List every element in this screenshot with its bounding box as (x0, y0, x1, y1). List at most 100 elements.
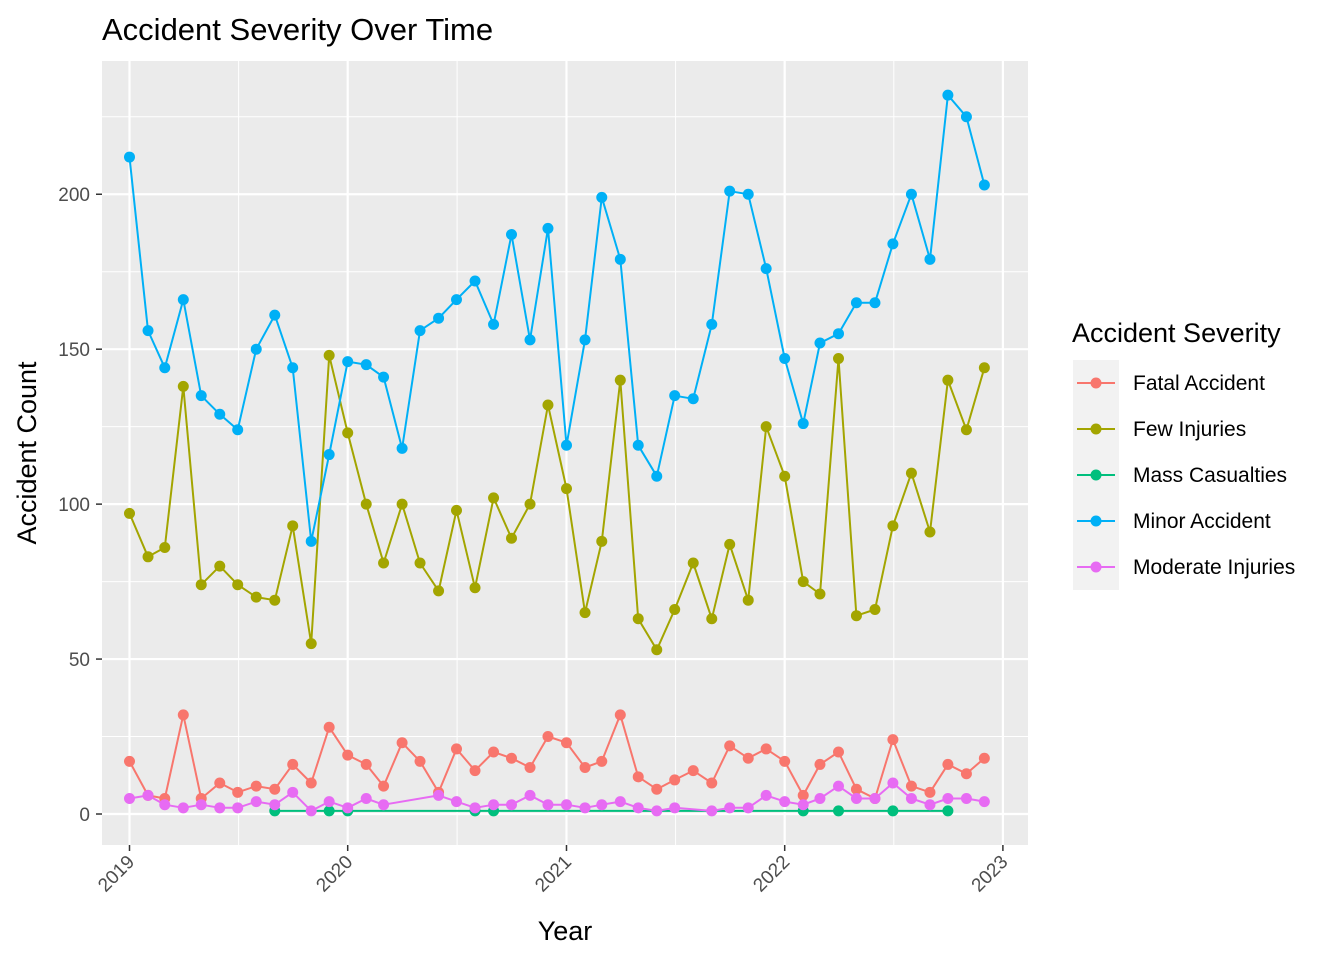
data-point-minor-accident (978, 179, 990, 191)
data-point-moderate-injuries (323, 796, 335, 808)
data-point-minor-accident (378, 371, 390, 383)
data-point-few-injuries (342, 427, 354, 439)
data-point-minor-accident (869, 297, 881, 309)
data-point-fatal-accident (942, 758, 954, 770)
data-point-few-injuries (214, 560, 226, 572)
y-axis-title: Accident Count (12, 361, 42, 545)
data-point-few-injuries (433, 585, 445, 597)
data-point-fatal-accident (488, 746, 500, 758)
data-point-few-injuries (869, 603, 881, 615)
legend-item-moderate-injuries: Moderate Injuries (1073, 544, 1295, 590)
data-point-moderate-injuries (433, 789, 445, 801)
x-tick-label: 2020 (312, 852, 357, 897)
data-point-moderate-injuries (232, 802, 244, 814)
data-point-moderate-injuries (651, 805, 663, 817)
data-point-minor-accident (123, 151, 135, 163)
y-tick-label: 100 (58, 495, 90, 516)
data-point-fatal-accident (978, 752, 990, 764)
legend-key-point (1090, 423, 1102, 435)
data-point-fatal-accident (360, 758, 372, 770)
data-point-minor-accident (614, 253, 626, 265)
data-point-minor-accident (360, 359, 372, 371)
data-point-few-injuries (978, 362, 990, 374)
data-point-minor-accident (850, 297, 862, 309)
data-point-moderate-injuries (814, 793, 826, 805)
data-point-moderate-injuries (724, 802, 736, 814)
data-point-fatal-accident (396, 737, 408, 749)
data-point-few-injuries (450, 504, 462, 516)
data-point-fatal-accident (924, 786, 936, 798)
data-point-few-injuries (632, 613, 644, 625)
data-point-minor-accident (469, 275, 481, 287)
data-point-moderate-injuries (669, 802, 681, 814)
data-point-few-injuries (360, 498, 372, 510)
data-point-few-injuries (488, 492, 500, 504)
data-point-minor-accident (542, 222, 554, 234)
data-series (123, 89, 990, 817)
data-point-minor-accident (779, 352, 791, 364)
series-few-injuries (123, 349, 990, 656)
data-point-fatal-accident (832, 746, 844, 758)
data-point-moderate-injuries (560, 799, 572, 811)
data-point-fatal-accident (232, 786, 244, 798)
data-point-minor-accident (669, 390, 681, 402)
data-point-minor-accident (232, 424, 244, 436)
data-point-few-injuries (579, 607, 591, 619)
data-point-few-injuries (505, 532, 517, 544)
data-point-fatal-accident (250, 780, 262, 792)
data-point-few-injuries (614, 374, 626, 386)
data-point-minor-accident (250, 343, 262, 355)
x-tick-label: 2021 (531, 852, 576, 897)
data-point-few-injuries (232, 579, 244, 591)
data-point-few-injuries (797, 576, 809, 588)
data-point-moderate-injuries (632, 802, 644, 814)
data-point-fatal-accident (651, 783, 663, 795)
data-point-moderate-injuries (596, 799, 608, 811)
data-point-minor-accident (632, 439, 644, 451)
data-point-few-injuries (687, 557, 699, 569)
data-point-moderate-injuries (214, 802, 226, 814)
series-minor-accident (123, 89, 990, 547)
data-point-few-injuries (706, 613, 718, 625)
data-point-fatal-accident (706, 777, 718, 789)
data-point-fatal-accident (287, 758, 299, 770)
data-point-moderate-injuries (978, 796, 990, 808)
data-point-few-injuries (396, 498, 408, 510)
legend-label: Moderate Injuries (1133, 556, 1295, 579)
data-point-minor-accident (596, 191, 608, 203)
data-point-fatal-accident (560, 737, 572, 749)
legend-key-point (1090, 515, 1102, 527)
data-point-minor-accident (924, 253, 936, 265)
data-point-fatal-accident (960, 768, 972, 780)
data-point-moderate-injuries (142, 789, 154, 801)
data-point-fatal-accident (579, 762, 591, 774)
data-point-mass-casualties (832, 805, 844, 817)
data-point-few-injuries (269, 594, 281, 606)
legend-key-point (1090, 561, 1102, 573)
series-line-minor-accident (128, 94, 986, 543)
data-point-moderate-injuries (579, 802, 591, 814)
data-point-mass-casualties (887, 805, 899, 817)
legend-item-mass-casualties: Mass Casualties (1073, 452, 1287, 498)
data-point-few-injuries (760, 421, 772, 433)
data-point-moderate-injuries (469, 802, 481, 814)
data-point-minor-accident (450, 294, 462, 306)
data-point-few-injuries (832, 352, 844, 364)
legend-item-fatal-accident: Fatal Accident (1073, 360, 1265, 406)
data-point-moderate-injuries (924, 799, 936, 811)
data-point-fatal-accident (887, 734, 899, 746)
legend-key-point (1090, 377, 1102, 389)
legend-title: Accident Severity (1072, 318, 1281, 348)
data-point-minor-accident (905, 188, 917, 200)
data-point-moderate-injuries (706, 805, 718, 817)
data-point-fatal-accident (779, 755, 791, 767)
data-point-few-injuries (195, 579, 207, 591)
data-point-few-injuries (651, 644, 663, 656)
legend-label: Minor Accident (1133, 510, 1271, 533)
data-point-moderate-injuries (195, 799, 207, 811)
data-point-few-injuries (414, 557, 426, 569)
data-point-moderate-injuries (760, 789, 772, 801)
data-point-minor-accident (287, 362, 299, 374)
data-point-moderate-injuries (305, 805, 317, 817)
